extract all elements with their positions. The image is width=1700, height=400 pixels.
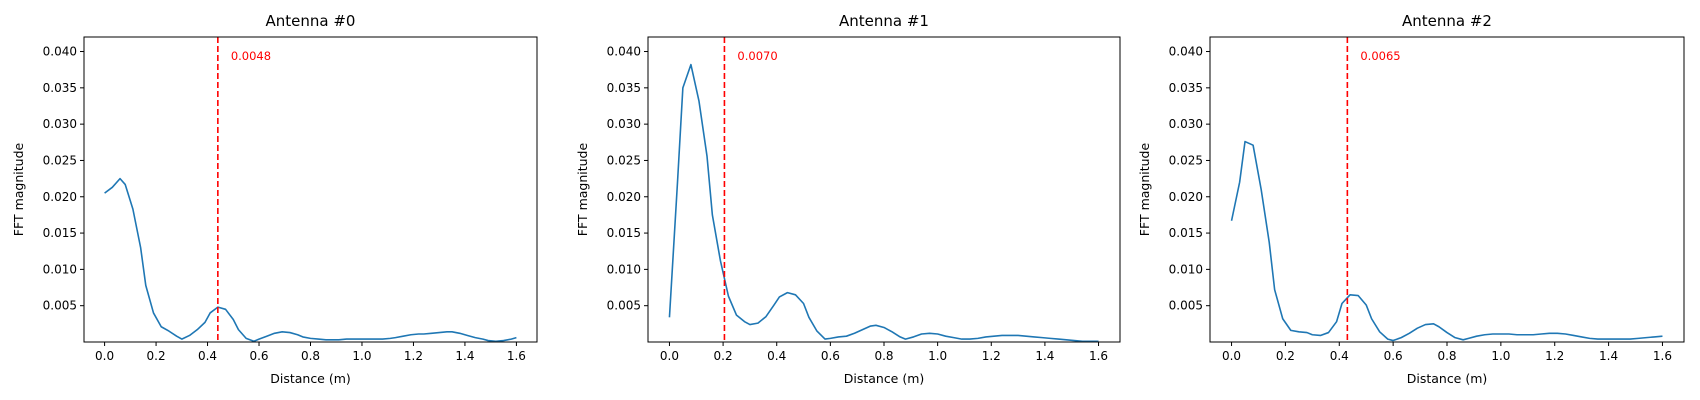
y-tick-label: 0.035 <box>607 81 641 95</box>
chart-title: Antenna #1 <box>839 12 929 30</box>
y-tick-label: 0.015 <box>607 226 641 240</box>
y-tick-label: 0.030 <box>1169 117 1203 131</box>
x-tick-label: 0.4 <box>198 349 217 363</box>
y-tick-label: 0.030 <box>43 117 77 131</box>
x-tick-label: 0.6 <box>821 349 840 363</box>
y-tick-label: 0.025 <box>1169 153 1203 167</box>
x-tick-label: 0.2 <box>1276 349 1295 363</box>
plot-area-frame <box>647 36 1121 343</box>
y-tick-label: 0.010 <box>607 262 641 276</box>
y-tick-label: 0.035 <box>1169 81 1203 95</box>
y-tick-label: 0.010 <box>43 262 77 276</box>
x-tick-label: 0.8 <box>1437 349 1456 363</box>
x-tick-label: 1.0 <box>1491 349 1510 363</box>
x-tick-label: 0.4 <box>1330 349 1349 363</box>
plot-area-frame <box>83 36 538 343</box>
series-line <box>1230 140 1663 342</box>
x-tick-label: 0.2 <box>714 349 733 363</box>
x-tick-label: 1.6 <box>507 349 526 363</box>
chart-title: Antenna #2 <box>1402 12 1492 30</box>
subplot-0: Antenna #0 0.0048 0.0 0.2 0.4 0.6 0.8 1.0 1.2 1.4… <box>11 12 538 386</box>
series-line <box>104 177 517 343</box>
y-tick-label: 0.005 <box>43 299 77 313</box>
x-tick-label: 1.2 <box>982 349 1001 363</box>
y-tick-label: 0.015 <box>43 226 77 240</box>
threshold-label: 0.0070 <box>737 49 777 63</box>
y-tick-label: 0.040 <box>607 45 641 59</box>
y-tick-label: 0.020 <box>43 190 77 204</box>
x-tick-label: 0.0 <box>660 349 679 363</box>
y-tick-label: 0.020 <box>1169 190 1203 204</box>
x-tick-label: 0.2 <box>147 349 166 363</box>
threshold-label: 0.0048 <box>231 49 271 63</box>
x-tick-label: 1.4 <box>1599 349 1618 363</box>
chart-title: Antenna #0 <box>266 12 356 30</box>
x-axis-label: Distance (m) <box>270 371 351 386</box>
subplot-2: Antenna #2 0.0065 0.0 0.2 0.4 0.6 0.8 1.0 1.2 1.4… <box>1137 12 1685 386</box>
y-axis-label: FFT magnitude <box>1137 143 1152 237</box>
x-tick-label: 0.8 <box>301 349 320 363</box>
plot-area-frame <box>1209 36 1685 343</box>
x-tick-label: 1.0 <box>928 349 947 363</box>
y-tick-label: 0.030 <box>607 117 641 131</box>
x-tick-label: 0.0 <box>95 349 114 363</box>
x-tick-label: 1.2 <box>1545 349 1564 363</box>
y-axis-label: FFT magnitude <box>11 143 26 237</box>
x-tick-label: 1.6 <box>1089 349 1108 363</box>
y-tick-label: 0.010 <box>1169 262 1203 276</box>
x-axis-label: Distance (m) <box>1407 371 1488 386</box>
x-tick-label: 1.2 <box>404 349 423 363</box>
x-tick-label: 1.6 <box>1653 349 1672 363</box>
x-tick-label: 1.4 <box>1035 349 1054 363</box>
y-tick-label: 0.040 <box>43 45 77 59</box>
y-axis-label: FFT magnitude <box>575 143 590 237</box>
y-tick-label: 0.035 <box>43 81 77 95</box>
y-tick-label: 0.015 <box>1169 226 1203 240</box>
x-axis-label: Distance (m) <box>844 371 925 386</box>
threshold-label: 0.0065 <box>1360 49 1400 63</box>
y-tick-label: 0.040 <box>1169 45 1203 59</box>
y-tick-label: 0.025 <box>607 153 641 167</box>
x-tick-label: 0.8 <box>874 349 893 363</box>
y-tick-label: 0.005 <box>1169 299 1203 313</box>
x-tick-label: 1.4 <box>455 349 474 363</box>
x-tick-label: 0.6 <box>249 349 268 363</box>
series-line <box>668 63 1099 343</box>
y-tick-label: 0.005 <box>607 299 641 313</box>
subplot-1: Antenna #1 0.0070 0.0 0.2 0.4 0.6 0.8 1.0 1.2 1.4… <box>575 12 1121 386</box>
x-tick-label: 0.4 <box>767 349 786 363</box>
x-tick-label: 0.0 <box>1222 349 1241 363</box>
x-tick-label: 0.6 <box>1384 349 1403 363</box>
x-tick-label: 1.0 <box>352 349 371 363</box>
y-tick-label: 0.025 <box>43 153 77 167</box>
y-tick-label: 0.020 <box>607 190 641 204</box>
